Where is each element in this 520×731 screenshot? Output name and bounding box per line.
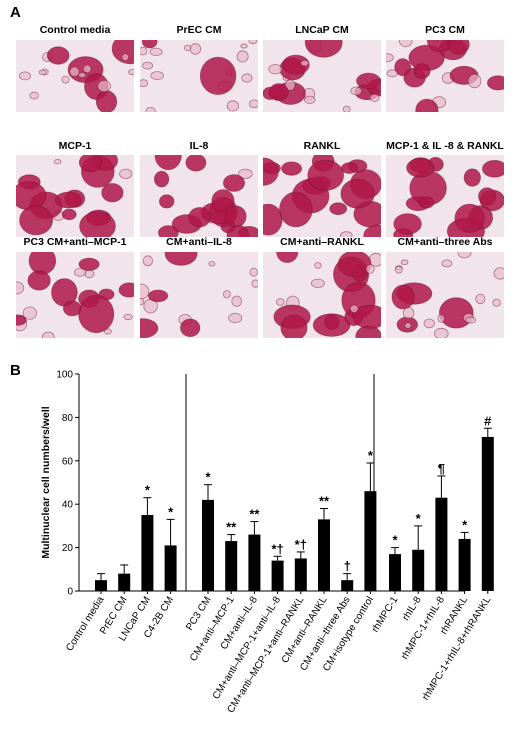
significance-marker: † — [344, 559, 351, 574]
bar-chart: 0 20 40 60 80 100 Multinuclear cell numbers/we… — [40, 370, 494, 715]
micrograph-image — [16, 40, 134, 112]
micrograph-title: PC3 CM — [425, 24, 465, 36]
significance-marker: *† — [271, 541, 283, 556]
significance-marker: * — [205, 470, 211, 485]
bar — [164, 545, 177, 591]
panel-a-letter: A — [10, 4, 21, 21]
panel-b-letter: B — [10, 362, 21, 379]
micrograph-image — [140, 155, 258, 237]
significance-marker: ** — [319, 494, 330, 509]
bar — [225, 541, 238, 591]
significance-marker: * — [368, 448, 374, 463]
significance-marker: * — [168, 504, 174, 519]
bar — [118, 573, 131, 591]
micrograph-image — [386, 40, 504, 112]
bar — [458, 538, 471, 591]
micrograph-image — [16, 252, 134, 338]
micrograph-title: PrEC CM — [176, 24, 222, 36]
micrograph-title: CM+anti–RANKL — [280, 236, 364, 248]
bar — [141, 515, 154, 591]
significance-marker: * — [392, 533, 398, 548]
bar — [435, 497, 448, 591]
micrograph-title: MCP-1 — [58, 140, 92, 152]
micrograph-image — [16, 155, 134, 237]
significance-marker: * — [145, 483, 151, 498]
x-tick-label: rhIL-8 — [401, 594, 424, 622]
bar — [412, 549, 425, 591]
bar — [481, 436, 494, 591]
micrograph-image — [263, 252, 381, 338]
micrograph-image — [140, 252, 258, 338]
micrograph-title: CM+anti–IL-8 — [166, 236, 232, 248]
bar — [271, 560, 284, 591]
y-tick-label: 40 — [62, 500, 74, 511]
micrograph-title: Control media — [39, 24, 111, 36]
significance-marker: * — [416, 511, 422, 526]
significance-marker: ** — [226, 520, 237, 535]
micrograph-title: MCP-1 & IL -8 & RANKL — [386, 140, 504, 152]
bar — [294, 558, 307, 591]
micrograph-title: RANKL — [303, 140, 341, 152]
y-tick-label: 0 — [67, 587, 73, 598]
bar — [389, 554, 401, 591]
micrograph-image — [386, 252, 504, 338]
micrograph-title: PC3 CM+anti–MCP-1 — [23, 236, 127, 248]
y-tick-label: 60 — [62, 456, 74, 467]
bar — [364, 491, 377, 591]
significance-marker: ** — [249, 507, 260, 522]
y-tick-label: 20 — [62, 543, 74, 554]
micrograph-title: CM+anti–three Abs — [397, 236, 493, 248]
y-tick-label: 80 — [62, 413, 74, 424]
micrograph-title: LNCaP CM — [295, 24, 349, 36]
micrograph-image — [386, 155, 504, 237]
significance-marker: * — [462, 517, 468, 532]
micrograph-image — [263, 155, 381, 237]
significance-marker: *† — [295, 537, 307, 552]
x-tick-label: Control media — [64, 594, 107, 653]
y-tick-label: 100 — [56, 370, 73, 381]
bar — [95, 580, 107, 591]
y-axis-label: Multinuclear cell numbers/well — [40, 406, 52, 558]
bar — [318, 519, 330, 591]
significance-marker: # — [484, 413, 492, 428]
micrograph-image — [140, 40, 258, 112]
significance-marker: ¶ — [438, 461, 445, 476]
micrograph-title: IL-8 — [189, 140, 209, 152]
bar — [341, 580, 354, 591]
bar — [202, 499, 214, 591]
bar — [248, 534, 261, 591]
micrograph-image — [263, 40, 381, 112]
